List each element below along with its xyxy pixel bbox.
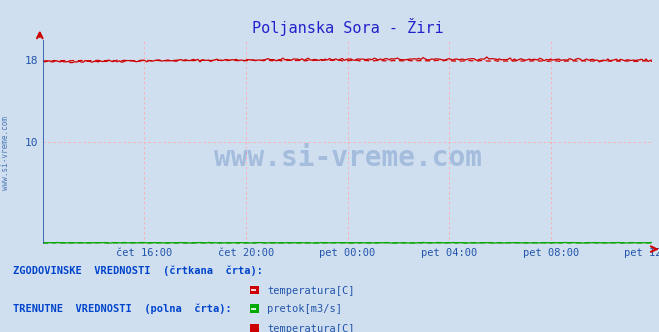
Text: TRENUTNE  VREDNOSTI  (polna  črta):: TRENUTNE VREDNOSTI (polna črta): [13,303,232,314]
Text: www.si-vreme.com: www.si-vreme.com [214,144,482,172]
Text: www.si-vreme.com: www.si-vreme.com [1,116,11,190]
Text: ZGODOVINSKE  VREDNOSTI  (črtkana  črta):: ZGODOVINSKE VREDNOSTI (črtkana črta): [13,265,263,276]
Text: temperatura[C]: temperatura[C] [267,324,355,332]
Text: pretok[m3/s]: pretok[m3/s] [267,304,342,314]
Title: Poljanska Sora - Žiri: Poljanska Sora - Žiri [252,18,444,36]
Text: temperatura[C]: temperatura[C] [267,286,355,295]
